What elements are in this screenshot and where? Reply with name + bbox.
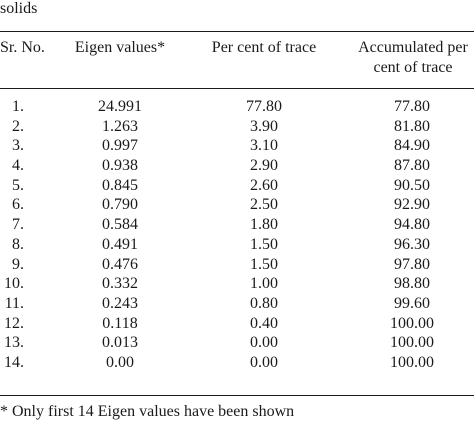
cell-sr-no: 1.	[12, 98, 24, 115]
header-eigen-values: Eigen values*	[74, 39, 166, 56]
cell-sr-no: 11.	[4, 294, 24, 312]
table-row: 3. 0.997 3.10 84.90	[0, 136, 474, 156]
cell-sr-no: 9.	[12, 255, 24, 273]
header-accumulated: Accumulated per cent of trace	[351, 38, 474, 78]
cell-sr-no: 3.	[12, 137, 24, 155]
footnote: * Only first 14 Eigen values have been s…	[0, 403, 295, 420]
cell-per-cent-trace: 2.60	[250, 176, 278, 194]
header-per-cent-of-trace: Per cent of trace	[211, 39, 317, 56]
cell-eigen-value: 0.845	[102, 176, 138, 194]
cell-sr-no: 4.	[12, 157, 24, 175]
cell-per-cent-trace: 3.10	[250, 137, 278, 155]
cell-per-cent-trace: 0.00	[250, 353, 278, 371]
cell-per-cent-trace: 0.80	[250, 294, 278, 312]
table-row: 8. 0.491 1.50 96.30	[0, 235, 474, 255]
cell-per-cent-trace: 2.90	[250, 157, 278, 175]
cell-per-cent-trace: 1.50	[250, 255, 278, 273]
cell-sr-no: 8.	[12, 235, 24, 253]
cell-eigen-value: 0.332	[102, 275, 138, 293]
cell-per-cent-trace: 0.00	[250, 334, 278, 352]
cell-accumulated: 90.50	[394, 176, 430, 194]
cell-accumulated: 87.80	[394, 157, 430, 175]
header-accumulated-line2: cent of trace	[373, 59, 453, 76]
cell-eigen-value: 1.263	[102, 117, 138, 135]
table-row: 4. 0.938 2.90 87.80	[0, 156, 474, 176]
cell-sr-no: 14.	[4, 353, 24, 371]
cell-sr-no: 7.	[12, 216, 24, 234]
cell-per-cent-trace: 1.80	[250, 216, 278, 234]
cell-accumulated: 98.80	[394, 275, 430, 293]
cell-accumulated: 99.60	[394, 294, 430, 312]
cell-per-cent-trace: 0.40	[250, 314, 278, 332]
cell-eigen-value: 0.938	[102, 157, 138, 175]
bottom-rule	[0, 395, 474, 396]
cell-per-cent-trace: 1.50	[250, 235, 278, 253]
cell-eigen-value: 0.476	[102, 255, 138, 273]
cell-eigen-value: 0.491	[102, 235, 138, 253]
cell-accumulated: 77.80	[394, 98, 430, 115]
cell-accumulated: 94.80	[394, 216, 430, 234]
cell-per-cent-trace: 3.90	[250, 117, 278, 135]
cell-accumulated: 97.80	[394, 255, 430, 273]
cell-sr-no: 12.	[4, 314, 24, 332]
table-row: 1. 24.991 77.80 77.80	[0, 97, 474, 117]
cell-accumulated: 100.00	[390, 353, 434, 371]
table-caption: solids	[0, 0, 38, 17]
cell-eigen-value: 0.00	[106, 353, 134, 371]
cell-accumulated: 84.90	[394, 137, 430, 155]
cell-accumulated: 100.00	[390, 334, 434, 352]
header-accumulated-line1: Accumulated per	[358, 39, 468, 56]
cell-sr-no: 5.	[12, 176, 24, 194]
table-body: 1. 24.991 77.80 77.80 2. 1.263 3.90 81.80 3. 0.99…	[0, 97, 474, 373]
table-row: 9. 0.476 1.50 97.80	[0, 255, 474, 275]
cell-eigen-value: 0.243	[102, 294, 138, 312]
cell-eigen-value: 24.991	[98, 98, 142, 115]
cell-per-cent-trace: 2.50	[250, 196, 278, 214]
cell-per-cent-trace: 1.00	[250, 275, 278, 293]
table-row: 7. 0.584 1.80 94.80	[0, 215, 474, 235]
cell-eigen-value: 0.997	[102, 137, 138, 155]
header-sr-no: Sr. No.	[0, 39, 45, 56]
table-row: 6. 0.790 2.50 92.90	[0, 195, 474, 215]
cell-accumulated: 96.30	[394, 235, 430, 253]
table-row: 2. 1.263 3.90 81.80	[0, 117, 474, 137]
cell-eigen-value: 0.013	[102, 334, 138, 352]
table-row: 13. 0.013 0.00 100.00	[0, 333, 474, 353]
cell-sr-no: 2.	[12, 117, 24, 135]
cell-eigen-value: 0.584	[102, 216, 138, 234]
cell-accumulated: 100.00	[390, 314, 434, 332]
cell-sr-no: 6.	[12, 196, 24, 214]
table-row: 12. 0.118 0.40 100.00	[0, 314, 474, 334]
cell-per-cent-trace: 77.80	[246, 98, 282, 115]
cell-sr-no: 13.	[4, 334, 24, 352]
top-rule	[0, 31, 474, 32]
table-row: 11. 0.243 0.80 99.60	[0, 294, 474, 314]
cell-accumulated: 92.90	[394, 196, 430, 214]
table-row: 10. 0.332 1.00 98.80	[0, 274, 474, 294]
table-row: 14. 0.00 0.00 100.00	[0, 353, 474, 373]
cell-eigen-value: 0.118	[102, 314, 138, 332]
cell-sr-no: 10.	[4, 275, 24, 293]
cell-eigen-value: 0.790	[102, 196, 138, 214]
table-row: 5. 0.845 2.60 90.50	[0, 176, 474, 196]
cell-accumulated: 81.80	[394, 117, 430, 135]
header-rule	[0, 88, 474, 89]
